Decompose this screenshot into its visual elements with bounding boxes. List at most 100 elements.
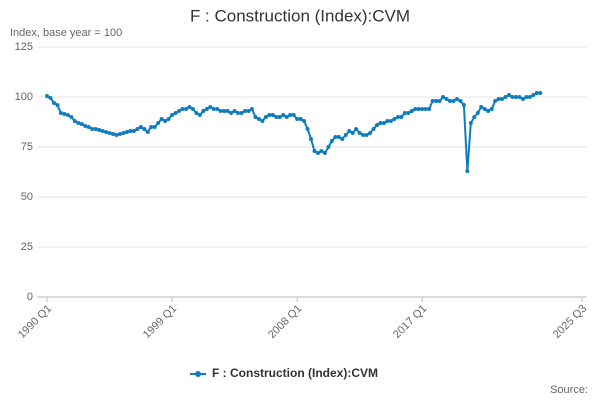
- y-tick-label: 50: [21, 191, 33, 203]
- x-tick-label: 2017 Q1: [391, 303, 429, 341]
- data-point: [430, 99, 435, 103]
- data-point: [246, 109, 251, 113]
- data-point: [388, 119, 393, 123]
- data-point: [156, 121, 161, 125]
- y-tick-label: 125: [15, 41, 33, 53]
- data-point: [357, 131, 362, 135]
- data-point: [479, 105, 484, 109]
- data-point: [322, 151, 327, 155]
- data-point: [263, 115, 268, 119]
- data-point: [395, 115, 400, 119]
- data-point: [149, 125, 154, 129]
- data-point: [138, 125, 143, 129]
- data-point: [45, 94, 49, 98]
- data-point: [444, 97, 449, 101]
- data-point: [347, 129, 352, 133]
- data-point: [534, 91, 539, 95]
- data-point: [128, 129, 133, 133]
- data-point: [284, 115, 289, 119]
- x-tick-label: 1990 Q1: [16, 303, 54, 341]
- data-point: [86, 125, 91, 129]
- data-point: [135, 127, 140, 131]
- data-point: [274, 115, 279, 119]
- data-point: [371, 127, 376, 131]
- data-point: [524, 95, 529, 99]
- data-point: [302, 119, 307, 123]
- data-point: [461, 103, 466, 107]
- data-point: [183, 107, 188, 111]
- data-point: [454, 97, 459, 101]
- x-tick-label: 1999 Q1: [141, 303, 179, 341]
- data-point: [531, 93, 536, 97]
- data-point: [69, 115, 74, 119]
- data-point: [329, 139, 334, 143]
- data-point: [381, 121, 386, 125]
- data-point: [413, 107, 418, 111]
- data-point: [375, 123, 380, 127]
- data-point: [520, 97, 525, 101]
- data-point: [201, 109, 206, 113]
- data-point: [399, 115, 404, 119]
- data-point: [465, 169, 470, 173]
- data-point: [72, 119, 77, 123]
- data-point: [368, 131, 373, 135]
- data-point: [197, 113, 202, 117]
- x-tick-label: 2008 Q1: [266, 303, 304, 341]
- data-point: [507, 93, 512, 97]
- data-point: [65, 113, 70, 117]
- data-point: [194, 111, 199, 115]
- data-point: [142, 127, 147, 131]
- data-point: [472, 115, 477, 119]
- data-point: [493, 99, 498, 103]
- y-tick-label: 25: [21, 241, 33, 253]
- data-point: [416, 107, 421, 111]
- data-point: [350, 131, 355, 135]
- data-point: [309, 137, 314, 141]
- data-point: [243, 109, 248, 113]
- data-point: [163, 119, 168, 123]
- data-point: [326, 145, 331, 149]
- source: Source:: [550, 384, 588, 396]
- data-point: [333, 135, 338, 139]
- data-point: [513, 95, 518, 99]
- data-point: [489, 107, 494, 111]
- legend-label: F : Construction (Index):CVM: [212, 366, 378, 380]
- data-point: [423, 107, 428, 111]
- data-point: [441, 95, 446, 99]
- data-point: [79, 122, 84, 126]
- data-point: [104, 130, 109, 134]
- data-point: [180, 107, 185, 111]
- data-point: [458, 99, 463, 103]
- data-point: [100, 129, 105, 133]
- data-point: [510, 95, 515, 99]
- data-point: [249, 107, 254, 111]
- data-point: [159, 117, 164, 121]
- data-point: [124, 130, 129, 134]
- data-point: [76, 121, 81, 125]
- data-point: [295, 117, 300, 121]
- data-point: [434, 99, 439, 103]
- data-point: [482, 107, 487, 111]
- data-point: [48, 96, 53, 100]
- data-point: [409, 109, 414, 113]
- data-point: [378, 121, 383, 125]
- data-point: [475, 111, 480, 115]
- data-point: [496, 97, 501, 101]
- data-point: [451, 99, 456, 103]
- chart-title: F : Construction (Index):CVM: [190, 6, 410, 25]
- data-point: [218, 109, 223, 113]
- data-point: [83, 124, 88, 128]
- data-point: [447, 99, 452, 103]
- data-point: [319, 149, 324, 153]
- data-point: [93, 127, 98, 131]
- data-point: [364, 133, 369, 137]
- data-point: [527, 95, 532, 99]
- y-tick-label: 100: [15, 91, 33, 103]
- data-point: [117, 132, 122, 136]
- data-point: [111, 132, 116, 136]
- data-point: [392, 117, 397, 121]
- data-point: [256, 117, 261, 121]
- data-point: [402, 111, 407, 115]
- data-point: [291, 113, 296, 117]
